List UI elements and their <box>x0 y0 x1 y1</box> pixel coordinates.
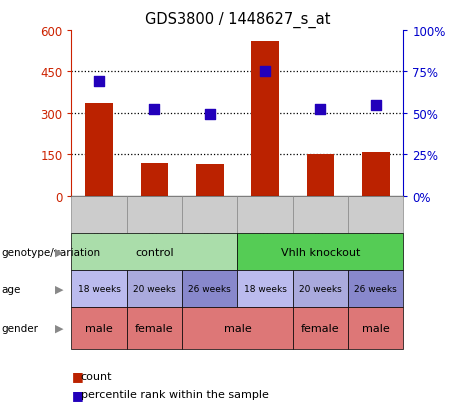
Text: ▶: ▶ <box>55 323 63 333</box>
Text: ▶: ▶ <box>55 284 63 294</box>
Text: ■: ■ <box>71 369 83 382</box>
Text: ▶: ▶ <box>55 247 63 257</box>
Text: count: count <box>81 371 112 381</box>
Text: female: female <box>301 323 340 333</box>
Text: gender: gender <box>1 323 38 333</box>
Text: 18 weeks: 18 weeks <box>77 285 121 294</box>
Bar <box>251 42 279 196</box>
Point <box>317 107 324 113</box>
Point <box>372 102 379 109</box>
Text: control: control <box>135 247 174 257</box>
Text: female: female <box>135 323 174 333</box>
Text: percentile rank within the sample: percentile rank within the sample <box>81 389 269 399</box>
Point <box>151 107 158 113</box>
Text: Vhlh knockout: Vhlh knockout <box>281 247 360 257</box>
Text: male: male <box>362 323 390 333</box>
Point <box>206 111 213 118</box>
Bar <box>196 164 224 196</box>
Text: 20 weeks: 20 weeks <box>133 285 176 294</box>
Bar <box>141 163 168 196</box>
Point <box>95 78 103 85</box>
Bar <box>307 154 334 196</box>
Text: 26 weeks: 26 weeks <box>189 285 231 294</box>
Text: ■: ■ <box>71 388 83 401</box>
Text: age: age <box>1 284 20 294</box>
Text: genotype/variation: genotype/variation <box>1 247 100 257</box>
Text: male: male <box>224 323 251 333</box>
Title: GDS3800 / 1448627_s_at: GDS3800 / 1448627_s_at <box>145 12 330 28</box>
Text: 18 weeks: 18 weeks <box>243 285 287 294</box>
Text: male: male <box>85 323 113 333</box>
Text: 20 weeks: 20 weeks <box>299 285 342 294</box>
Point <box>261 69 269 75</box>
Bar <box>362 153 390 196</box>
Text: 26 weeks: 26 weeks <box>355 285 397 294</box>
Bar <box>85 104 113 196</box>
